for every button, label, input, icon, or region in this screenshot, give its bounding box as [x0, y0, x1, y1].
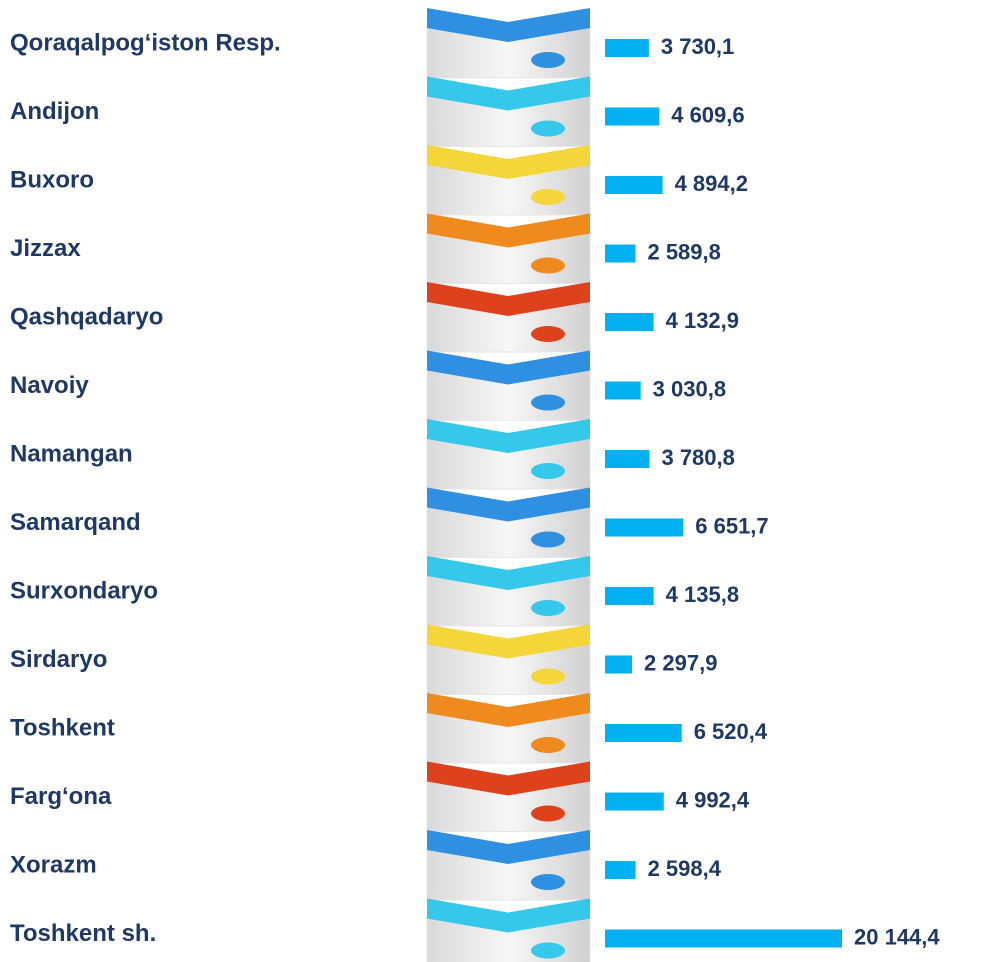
bar	[605, 450, 650, 468]
ribbon-dot	[531, 394, 565, 411]
category-label: Namangan	[10, 440, 133, 467]
category-label: Xorazm	[10, 851, 97, 878]
ribbon-band	[427, 693, 590, 727]
ribbon-band	[427, 282, 590, 316]
ribbon-dot	[531, 326, 565, 342]
ribbon-band	[427, 624, 590, 659]
category-label: Qoraqalpog‘iston Resp.	[10, 29, 281, 56]
value-label: 2 297,9	[644, 650, 717, 675]
category-label: Samarqand	[10, 509, 141, 536]
ribbon-dot	[531, 600, 565, 616]
bar	[605, 244, 636, 263]
ribbon-dot	[531, 257, 565, 274]
bar	[605, 107, 660, 126]
value-label: 2 589,8	[647, 239, 720, 264]
category-label: Toshkent	[10, 714, 115, 741]
ribbon-band	[427, 556, 590, 590]
value-label: 20 144,4	[854, 924, 940, 949]
category-label: Andijon	[10, 98, 99, 125]
value-label: 4 135,8	[666, 582, 739, 607]
value-label: 4 132,9	[666, 308, 739, 333]
ribbon-dot	[531, 463, 565, 479]
ribbon-dot	[531, 942, 565, 959]
value-label: 6 520,4	[694, 719, 768, 744]
category-label: Farg‘ona	[10, 783, 112, 810]
category-label: Jizzax	[10, 235, 81, 262]
category-label: Surxondaryo	[10, 577, 158, 604]
category-label: Navoiy	[10, 372, 89, 399]
bar	[605, 655, 633, 674]
category-label: Sirdaryo	[10, 646, 107, 673]
bar	[605, 381, 641, 400]
bar	[605, 587, 654, 605]
value-label: 2 598,4	[648, 856, 722, 881]
ribbon-dot	[531, 874, 565, 890]
ribbon-dot	[531, 189, 565, 205]
ribbon-band	[427, 76, 590, 111]
bar	[605, 929, 842, 948]
bar	[605, 313, 654, 331]
ribbon-dot	[531, 120, 565, 137]
ribbon-band	[427, 350, 590, 385]
bar	[605, 792, 664, 811]
ribbon-dot	[531, 52, 565, 68]
bar	[605, 518, 684, 537]
bar	[605, 724, 682, 742]
value-label: 3 780,8	[661, 445, 734, 470]
value-label: 6 651,7	[695, 513, 768, 538]
bar	[605, 39, 649, 57]
value-label: 4 894,2	[675, 171, 748, 196]
ribbon-band	[427, 761, 590, 796]
value-label: 4 992,4	[676, 787, 750, 812]
value-label: 3 030,8	[653, 376, 726, 401]
ribbon-dot	[531, 805, 565, 822]
ribbon-band	[427, 145, 590, 179]
ribbon-dot	[531, 737, 565, 753]
category-label: Buxoro	[10, 166, 94, 193]
bar	[605, 176, 663, 194]
ribbon-dot	[531, 668, 565, 685]
value-label: 3 730,1	[661, 34, 734, 59]
category-label: Toshkent sh.	[10, 920, 156, 947]
ribbon-band	[427, 830, 590, 864]
value-label: 4 609,6	[671, 102, 744, 127]
ribbon-band	[427, 898, 590, 933]
ribbon-dot	[531, 531, 565, 548]
category-label: Qashqadaryo	[10, 303, 163, 330]
ribbon-band	[427, 213, 590, 248]
ribbon-band	[427, 487, 590, 522]
ribbon-band	[427, 8, 590, 42]
ribbon-band	[427, 419, 590, 453]
bar	[605, 861, 636, 879]
